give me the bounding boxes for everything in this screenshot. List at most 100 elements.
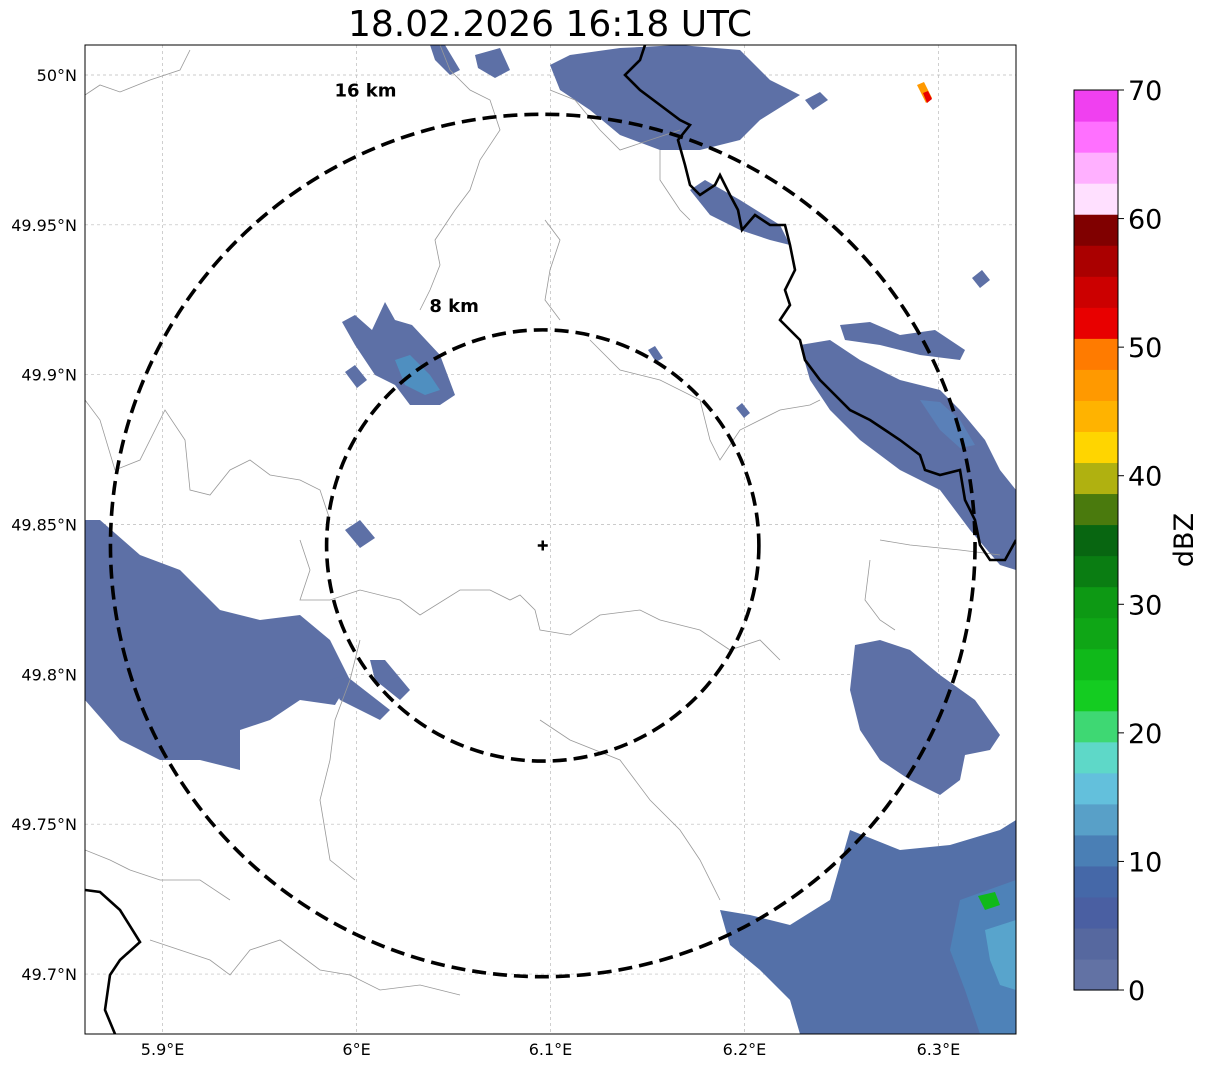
colorbar: 0 10 20 30 40 50 60 70 dBZ xyxy=(1073,76,1200,1007)
border-line xyxy=(659,150,691,221)
echo-north-east-strip xyxy=(690,180,790,245)
colorbar-tick-label: 0 xyxy=(1128,976,1145,1007)
border-line xyxy=(319,639,361,881)
range-ring-label: 16 km xyxy=(334,80,396,101)
echo-small-1 xyxy=(345,520,375,548)
longitude-tick-label: 6.2°E xyxy=(723,1040,767,1059)
radar-location-marker xyxy=(537,540,548,551)
colorbar-tick-label: 40 xyxy=(1128,462,1162,493)
colorbar-frame xyxy=(1073,89,1119,991)
range-ring-16km xyxy=(108,112,977,979)
echo-southeast-core2 xyxy=(985,920,1016,990)
colorbar-segment xyxy=(1074,307,1118,339)
border-line xyxy=(85,49,191,96)
echo-west-strip-2 xyxy=(330,675,390,720)
longitude-tick-label: 5.9°E xyxy=(141,1040,185,1059)
colorbar-segment xyxy=(1074,493,1118,526)
echo-tiny-mid2 xyxy=(736,403,750,418)
border-line xyxy=(539,719,721,901)
colorbar-segment xyxy=(1074,400,1118,432)
latitude-labels: 50°N 49.95°N 49.9°N 49.85°N 49.8°N 49.75°N 49.… xyxy=(11,66,77,984)
latitude-tick-label: 49.8°N xyxy=(21,665,77,684)
colorbar-segment xyxy=(1074,896,1118,929)
colorbar-tick-label: 20 xyxy=(1128,719,1162,750)
country-border-south-west xyxy=(85,888,142,1034)
longitude-tick-label: 6.3°E xyxy=(917,1040,961,1059)
colorbar-segment xyxy=(1074,803,1118,836)
colorbar-segment xyxy=(1074,679,1118,712)
echo-southeast-bottom xyxy=(720,820,1016,1034)
border-line xyxy=(544,219,561,321)
colorbar-segment xyxy=(1074,462,1118,495)
echo-tiny-mid xyxy=(648,346,663,362)
colorbar-segment xyxy=(1074,152,1118,184)
border-line xyxy=(549,89,681,151)
colorbar-segment xyxy=(1074,183,1118,215)
colorbar-title: dBZ xyxy=(1169,513,1200,567)
border-line xyxy=(879,539,1001,556)
echo-green-spot xyxy=(978,892,1000,910)
colorbar-segment xyxy=(1074,958,1118,991)
echo-north-small xyxy=(430,45,460,75)
range-ring-8km xyxy=(324,328,761,763)
border-line xyxy=(419,45,501,311)
map-frame xyxy=(84,44,1017,1035)
latitude-tick-label: 49.75°N xyxy=(11,815,77,834)
echo-east-band-top xyxy=(840,322,965,360)
colorbar-segment xyxy=(1074,90,1118,122)
echo-west-strip xyxy=(370,660,410,700)
colorbar-segment xyxy=(1074,710,1118,743)
colorbar-segment xyxy=(1074,245,1118,277)
range-ring-label: 8 km xyxy=(429,296,479,317)
echo-north-small-2 xyxy=(475,48,510,78)
border-line xyxy=(589,339,821,461)
colorbar-segment xyxy=(1074,741,1118,774)
border-line xyxy=(85,849,231,901)
echo-north-small-3 xyxy=(805,92,828,110)
colorbar-segment xyxy=(1074,927,1118,960)
longitude-labels: 5.9°E 6°E 6.1°E 6.2°E 6.3°E xyxy=(141,1040,960,1059)
colorbar-segment xyxy=(1074,834,1118,867)
colorbar-segment xyxy=(1074,214,1118,246)
echo-cell-core xyxy=(395,355,440,395)
colorbar-segment xyxy=(1074,121,1118,153)
range-rings: 8 km 16 km xyxy=(108,80,977,979)
colorbar-segment xyxy=(1074,865,1118,898)
colorbar-segment xyxy=(1074,586,1118,619)
echo-east-core xyxy=(920,400,975,448)
latitude-tick-label: 50°N xyxy=(37,66,77,85)
colorbar-segment xyxy=(1074,524,1118,557)
longitude-tick-label: 6°E xyxy=(342,1040,370,1059)
colorbar-segment xyxy=(1074,431,1118,464)
latitude-tick-label: 49.95°N xyxy=(11,216,77,235)
latitude-tick-label: 49.9°N xyxy=(21,366,77,385)
colorbar-segment xyxy=(1074,617,1118,650)
colorbar-segment xyxy=(1074,338,1118,370)
echo-west-band xyxy=(85,520,350,770)
colorbar-tick-label: 50 xyxy=(1128,333,1162,364)
colorbar-tick-label: 70 xyxy=(1128,76,1162,107)
latitude-tick-label: 49.85°N xyxy=(11,516,77,535)
colorbar-tick-label: 10 xyxy=(1128,847,1162,878)
longitude-tick-label: 6.1°E xyxy=(529,1040,573,1059)
colorbar-tick-label: 60 xyxy=(1128,205,1162,236)
colorbar-segment xyxy=(1074,276,1118,308)
colorbar-segment xyxy=(1074,648,1118,681)
radar-echoes xyxy=(85,45,1016,1034)
echo-intense-spot-core xyxy=(923,91,932,103)
colorbar-segment xyxy=(1074,772,1118,805)
echo-north-top xyxy=(550,45,800,150)
echo-east-band xyxy=(800,340,1016,570)
echo-small-2 xyxy=(345,365,367,388)
echo-tiny-east xyxy=(972,270,990,288)
border-line xyxy=(299,539,661,636)
colorbar-segment xyxy=(1074,555,1118,588)
echo-southeast-core xyxy=(950,880,1016,1034)
colorbar-tick-label: 30 xyxy=(1128,590,1162,621)
border-line xyxy=(149,939,461,996)
map-title: 18.02.2026 16:18 UTC xyxy=(347,4,753,45)
latitude-tick-label: 49.7°N xyxy=(21,965,77,984)
echo-southeast-mid xyxy=(850,640,1000,795)
border-line xyxy=(864,559,896,631)
